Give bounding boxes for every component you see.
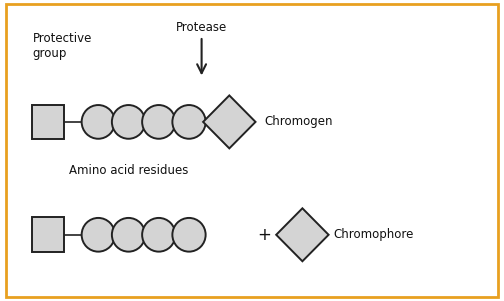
Text: Protease: Protease xyxy=(176,21,227,34)
Bar xyxy=(32,217,64,252)
Text: Chromophore: Chromophore xyxy=(334,228,414,241)
Ellipse shape xyxy=(82,218,115,252)
Polygon shape xyxy=(276,208,329,261)
Ellipse shape xyxy=(172,218,206,252)
Text: Amino acid residues: Amino acid residues xyxy=(69,164,188,177)
Text: Protective
group: Protective group xyxy=(33,32,92,60)
Text: +: + xyxy=(258,226,272,244)
Ellipse shape xyxy=(142,105,175,139)
Ellipse shape xyxy=(172,105,206,139)
Text: Chromogen: Chromogen xyxy=(265,115,333,129)
Ellipse shape xyxy=(82,105,115,139)
Polygon shape xyxy=(203,95,256,148)
Ellipse shape xyxy=(112,105,145,139)
Ellipse shape xyxy=(112,218,145,252)
Bar xyxy=(32,105,64,139)
Ellipse shape xyxy=(142,218,175,252)
